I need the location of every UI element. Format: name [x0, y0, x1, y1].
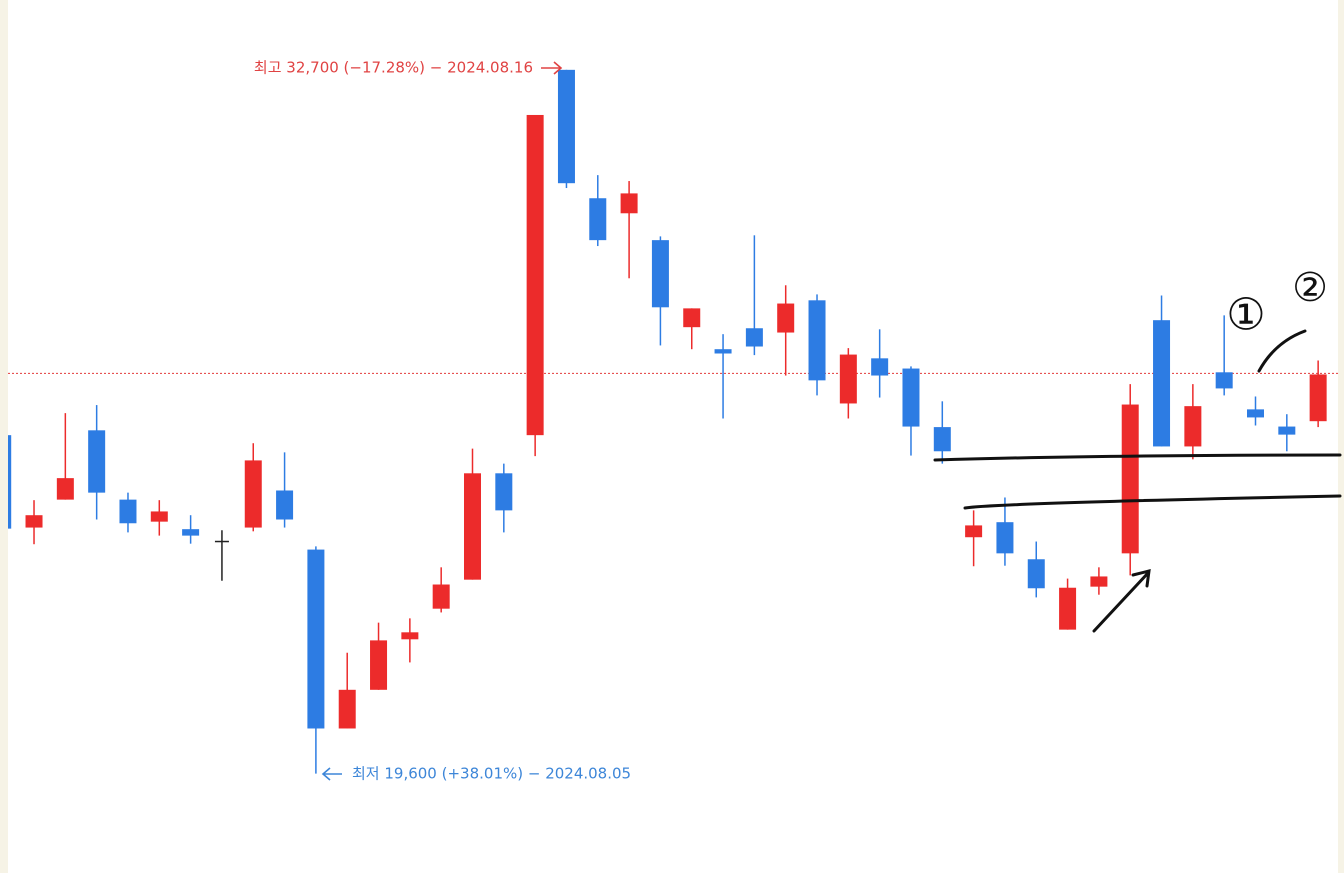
candle-body — [464, 473, 481, 580]
max-label: 최고 32,700 (−17.28%) − 2024.08.16 — [254, 59, 533, 77]
candle-body — [1027, 559, 1045, 589]
candle-body — [495, 473, 513, 511]
candle-body — [1090, 576, 1108, 587]
candle-body — [119, 499, 137, 524]
candle-body — [1184, 406, 1202, 447]
candle-body — [338, 689, 356, 729]
candle-body — [902, 368, 920, 427]
candle-body — [1121, 404, 1139, 554]
hand-arrow — [1092, 569, 1151, 633]
candle-body — [745, 328, 763, 347]
plot-area — [8, 69, 1338, 774]
hand-mark: ② — [1292, 265, 1328, 311]
left-edge — [0, 0, 8, 873]
hand-line — [933, 453, 1342, 462]
candle-body — [965, 525, 983, 538]
candle-body — [777, 303, 795, 333]
candle-body — [714, 349, 732, 354]
hand-mark: ① — [1226, 290, 1265, 341]
candle-body — [276, 490, 294, 520]
candle-body — [589, 198, 607, 241]
candle-body — [1278, 426, 1296, 435]
candle-body — [557, 69, 575, 184]
min-arrow — [321, 767, 342, 781]
candle-body — [8, 435, 12, 529]
candle-body — [1153, 320, 1171, 447]
handwriting — [933, 329, 1342, 633]
candle-body — [1215, 372, 1233, 389]
candle-body — [370, 640, 388, 690]
candle-body — [933, 427, 951, 452]
candle-body — [526, 114, 544, 436]
candle-body — [25, 515, 43, 528]
hand-line — [963, 494, 1342, 510]
candle-body — [182, 529, 200, 536]
candle-body — [808, 300, 826, 381]
candle-body — [620, 193, 638, 214]
candle-body — [996, 522, 1014, 554]
candle-body — [88, 430, 106, 493]
min-label: 최저 19,600 (+38.01%) − 2024.08.05 — [352, 765, 631, 783]
candle-body — [651, 240, 669, 308]
candle-body — [839, 354, 857, 404]
candle-body — [1309, 374, 1327, 422]
candle-body — [244, 460, 262, 528]
candle-body — [432, 584, 450, 609]
candle-body — [150, 511, 168, 522]
hand-curve — [1257, 329, 1307, 373]
max-arrow — [541, 61, 563, 75]
candle-body — [401, 632, 419, 640]
candle-body — [871, 358, 889, 376]
candle-body — [56, 478, 74, 500]
right-edge — [1338, 0, 1344, 873]
candle-body — [1059, 587, 1077, 630]
candle-body — [307, 549, 325, 729]
candle-body — [683, 308, 701, 328]
candle-body — [1247, 409, 1264, 418]
